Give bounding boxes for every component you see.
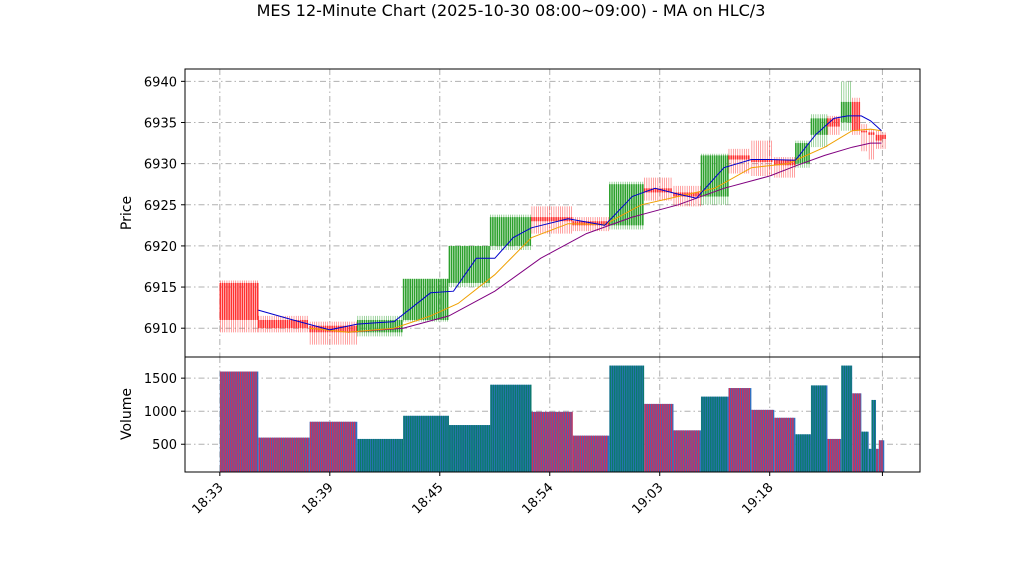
x-tick-label: 19:03	[629, 480, 666, 517]
candle	[531, 206, 573, 234]
volume-bar	[827, 438, 842, 472]
volume-bar	[309, 421, 358, 472]
candle	[840, 81, 852, 131]
volume-bar	[728, 388, 752, 472]
volume-bar	[609, 365, 645, 472]
volume-bar	[448, 425, 491, 472]
volume-bar	[852, 393, 862, 472]
candle	[700, 153, 729, 205]
x-tick-label: 18:54	[519, 480, 556, 517]
x-tick-label: 18:45	[410, 480, 447, 517]
candle	[219, 280, 259, 333]
volume-bar	[357, 438, 404, 472]
volume-bar	[673, 430, 701, 472]
candle	[875, 130, 882, 149]
volume-bar	[810, 385, 828, 472]
price-y-tick-label: 6910	[144, 322, 177, 337]
price-panel-frame	[184, 68, 921, 358]
volume-bar	[841, 365, 853, 472]
price-candles	[219, 81, 886, 345]
price-moving-averages	[258, 115, 882, 333]
candle	[402, 278, 449, 322]
x-tick-label: 19:18	[739, 480, 776, 517]
volume-y-tick-label: 1000	[144, 405, 177, 420]
volume-bar-fill	[871, 399, 877, 472]
volume-axis-label: Volume	[119, 388, 135, 440]
volume-bar	[644, 403, 674, 472]
x-tick-label: 18:39	[300, 480, 337, 517]
volume-bar-fill	[852, 393, 862, 472]
time-x-axis: 18:33 18:39 18:45 18:54 19:03 19:18	[190, 472, 883, 517]
volume-bar	[700, 396, 729, 472]
volume-bar	[490, 384, 532, 472]
price-axis-label: Price	[119, 196, 135, 230]
x-tick-label: 18:33	[190, 480, 227, 517]
volume-bars	[219, 365, 885, 472]
volume-bar	[868, 448, 872, 472]
ma-slow-line	[348, 142, 882, 333]
candle	[868, 129, 875, 160]
candle	[309, 321, 358, 345]
price-y-axis: 6910 6915 6920 6925 6930 6935 6940	[144, 75, 185, 337]
candle	[827, 115, 840, 135]
chart-title: MES 12-Minute Chart (2025-10-30 08:00~09…	[257, 1, 766, 20]
candle	[448, 245, 490, 288]
price-y-tick-label: 6915	[144, 281, 177, 296]
volume-y-tick-label: 500	[152, 438, 177, 453]
ma-fast-line	[258, 115, 882, 331]
candle	[489, 214, 532, 251]
volume-bar	[751, 409, 775, 472]
price-y-tick-label: 6920	[144, 240, 177, 255]
price-y-tick-label: 6930	[144, 158, 177, 173]
price-y-tick-label: 6925	[144, 199, 177, 214]
volume-bar	[258, 437, 310, 472]
volume-bar	[219, 371, 259, 472]
volume-y-tick-label: 1500	[144, 372, 177, 387]
price-grid	[185, 69, 920, 357]
volume-bar	[774, 417, 796, 472]
candle	[258, 315, 309, 333]
volume-bar	[572, 435, 610, 472]
ma-mid-line	[309, 128, 882, 333]
price-y-tick-label: 6935	[144, 116, 177, 131]
volume-y-axis: 500 1000 1500	[144, 372, 185, 453]
candle	[861, 124, 868, 152]
candle	[643, 177, 672, 201]
candle	[882, 132, 886, 149]
volume-bar	[795, 434, 811, 472]
volume-bar	[403, 415, 449, 472]
candle	[609, 181, 644, 230]
volume-bar	[876, 448, 879, 472]
volume-bar	[878, 440, 885, 472]
volume-bar	[531, 411, 573, 472]
price-y-tick-label: 6940	[144, 75, 177, 90]
volume-bar	[861, 431, 869, 472]
volume-bar	[871, 399, 877, 472]
candle	[751, 140, 773, 176]
candle	[356, 315, 403, 337]
volume-panel-frame	[184, 356, 921, 473]
candle	[810, 114, 828, 148]
